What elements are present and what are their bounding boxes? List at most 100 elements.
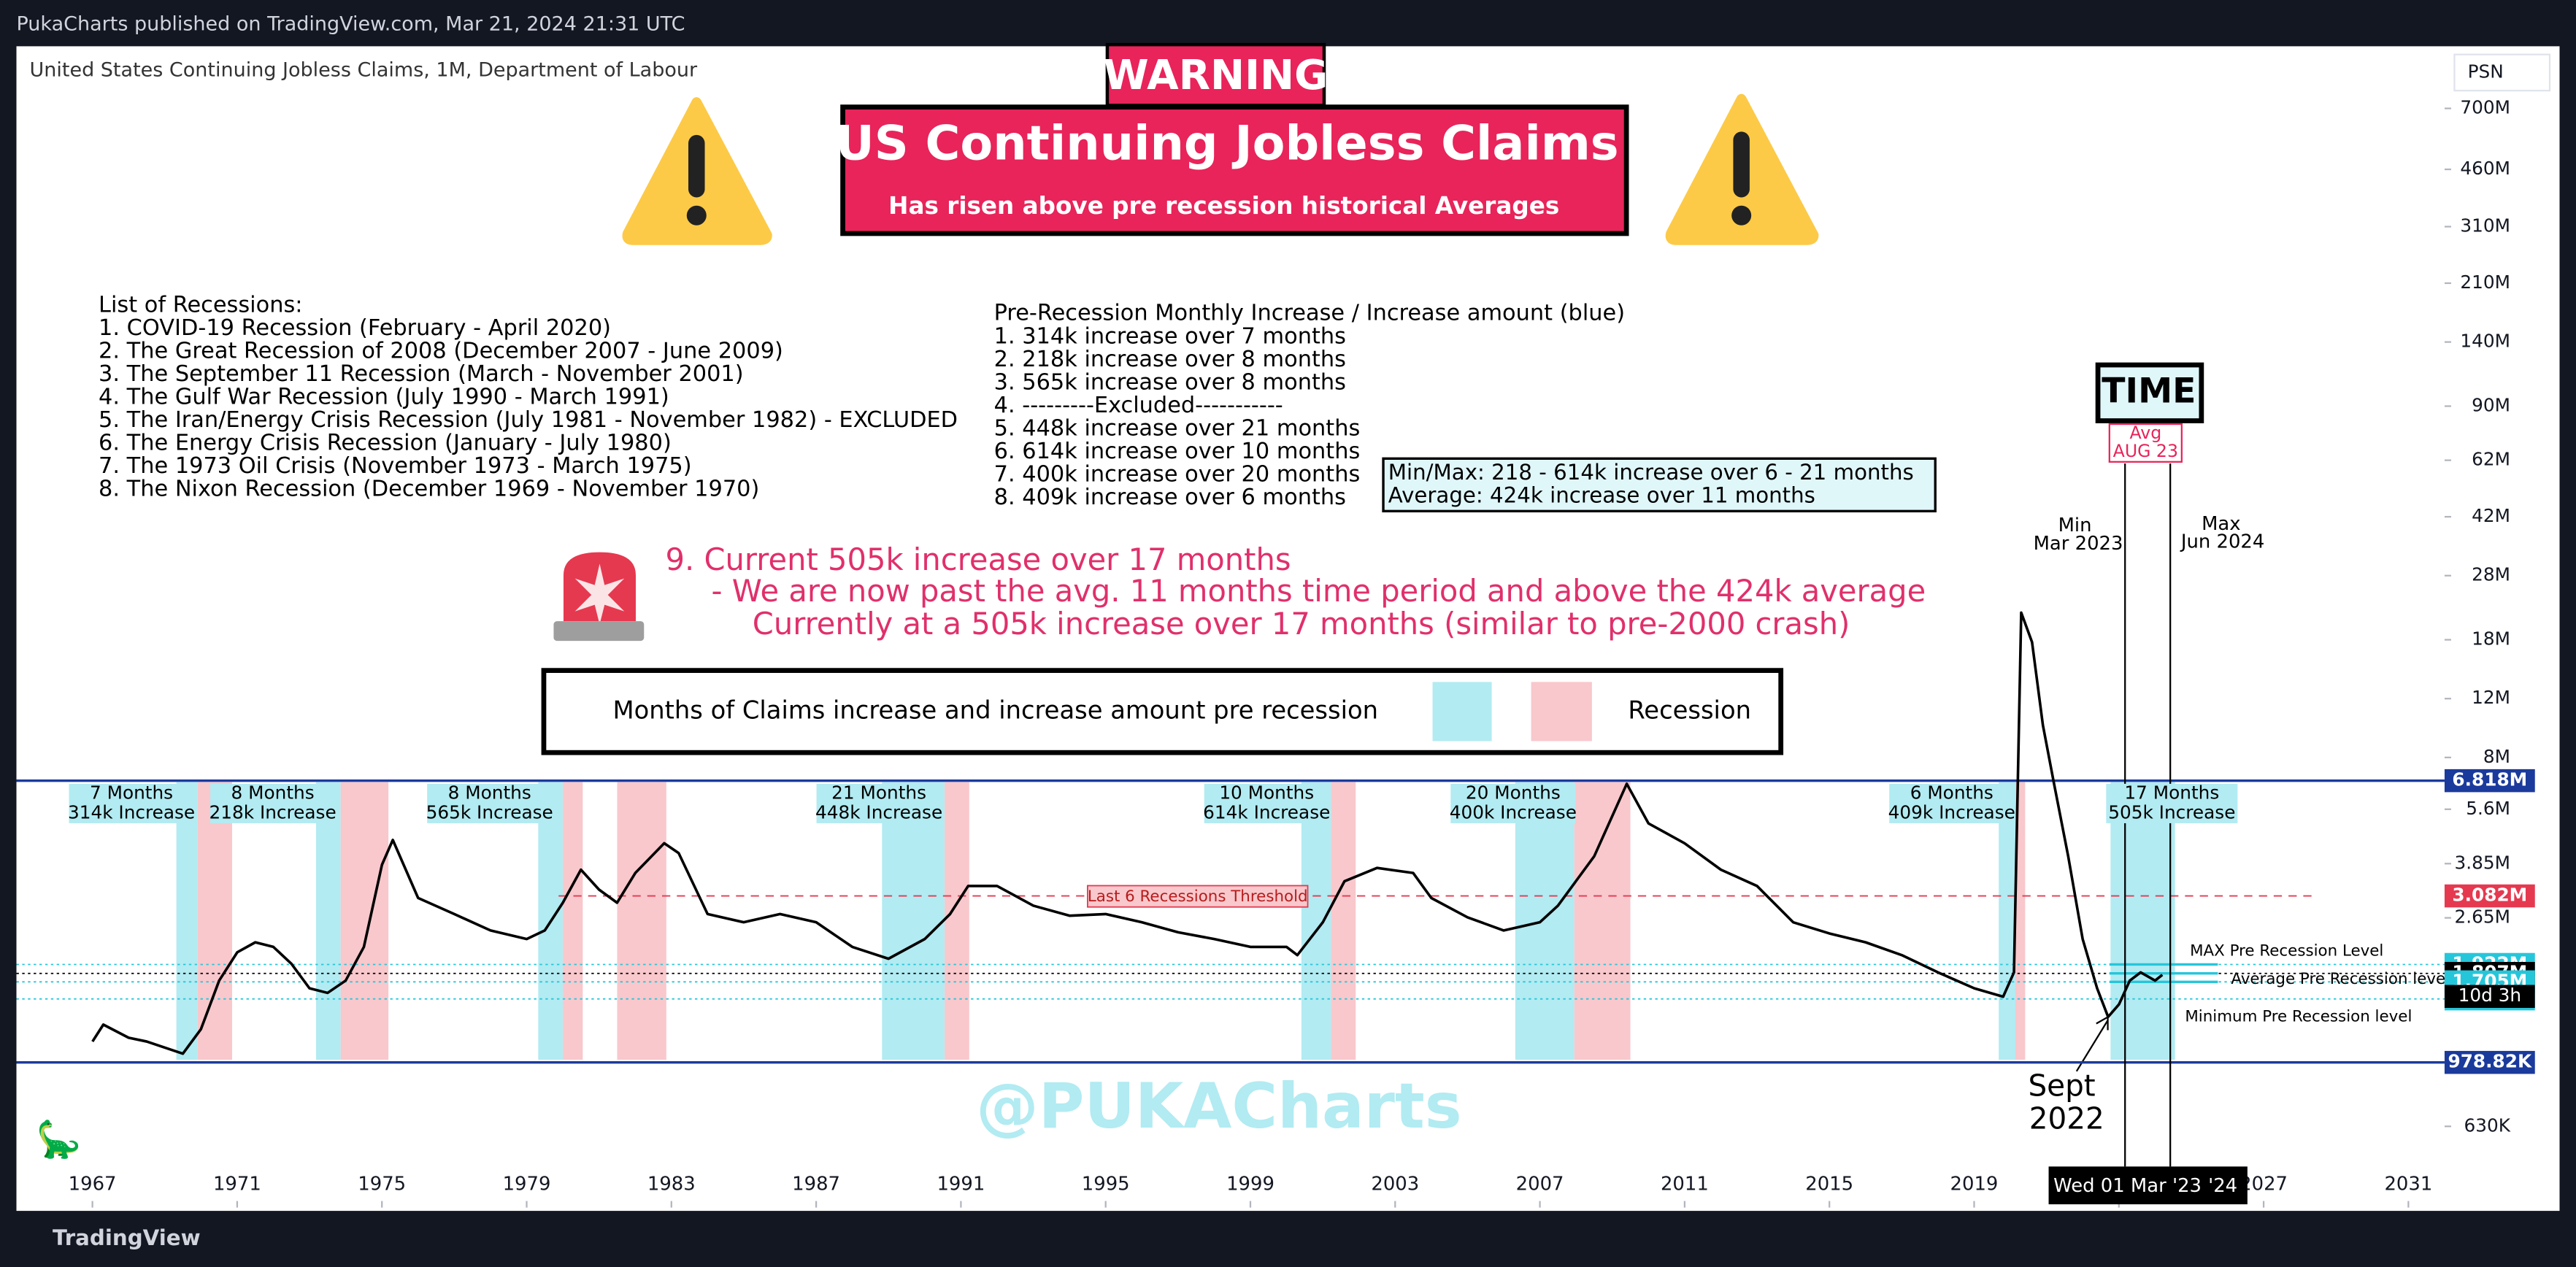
period-label: 21 Months <box>831 782 926 803</box>
warning-icon <box>1665 93 1819 245</box>
recession-band <box>340 782 389 1060</box>
x-tick-label: 1995 <box>1082 1174 1130 1195</box>
period-label: 505k Increase <box>2108 801 2235 823</box>
bands <box>176 782 2175 1060</box>
max-label: Max <box>2202 513 2241 535</box>
x-tick-label: 1967 <box>69 1174 117 1195</box>
period-label: 565k Increase <box>426 801 553 823</box>
legend-label: Recession <box>1628 696 1751 724</box>
period-label: 409k Increase <box>1888 801 2015 823</box>
crosshair-date: Wed 01 Mar '23 <box>2053 1175 2202 1197</box>
period-label: 7 Months <box>90 782 173 803</box>
x-tick-label: 1991 <box>937 1174 985 1195</box>
legend-label: Months of Claims increase and increase a… <box>612 696 1378 724</box>
increase-list-item: 3. 565k increase over 8 months <box>994 369 1346 395</box>
recession-list-item: 7. The 1973 Oil Crisis (November 1973 - … <box>99 453 692 479</box>
recession-band <box>1331 782 1356 1060</box>
y-tick-label: 210M <box>2460 272 2510 293</box>
max-label: Jun 2024 <box>2180 531 2265 553</box>
period-label: 10 Months <box>1219 782 1314 803</box>
period-label-box <box>816 783 942 823</box>
increase-band <box>882 782 945 1060</box>
min-label: Mar 2023 <box>2034 533 2123 555</box>
x-tick-label: 1999 <box>1226 1174 1274 1195</box>
recession-list-item: 2. The Great Recession of 2008 (December… <box>99 339 783 364</box>
x-tick-label: 1979 <box>503 1174 551 1195</box>
current-note: 9. Current 505k increase over 17 months <box>666 542 1291 577</box>
period-label: 400k Increase <box>1450 801 1577 823</box>
avg-label: AUG 23 <box>2113 441 2178 461</box>
header: PukaCharts published on TradingView.com,… <box>17 13 685 36</box>
scale-button-label[interactable]: PSN <box>2468 61 2504 82</box>
sept-label: Sept <box>2028 1068 2095 1103</box>
footer: TradingView <box>53 1225 201 1250</box>
period-label: 614k Increase <box>1203 801 1330 823</box>
siren-icon <box>553 552 645 642</box>
y-tick-label: 2.65M <box>2455 906 2510 928</box>
increase-list-item: 6. 614k increase over 10 months <box>994 439 1361 464</box>
x-tick-label: 2003 <box>1371 1174 1419 1195</box>
period-label: 6 Months <box>1910 782 1993 803</box>
period-label-box <box>210 783 336 823</box>
period-label-box <box>69 783 194 823</box>
level-note: Minimum Pre Recession level <box>2185 1008 2412 1026</box>
recession-band <box>197 782 232 1060</box>
y-tick-label: 28M <box>2472 564 2510 585</box>
increase-list-item: 1. 314k increase over 7 months <box>994 323 1346 349</box>
title: US Continuing Jobless Claims <box>836 116 1619 172</box>
warning: WARNING <box>1104 52 1329 99</box>
price-label: 3.082M <box>2452 885 2527 906</box>
y-tick-label: 42M <box>2472 505 2510 526</box>
threshold-box <box>1087 885 1309 908</box>
period-label: 8 Months <box>448 782 531 803</box>
sept-label: 2022 <box>2029 1101 2104 1136</box>
x-tick-label: 2007 <box>1516 1174 1564 1195</box>
increase-list-heading: Pre-Recession Monthly Increase / Increas… <box>994 301 1625 326</box>
y-tick-label: 12M <box>2472 687 2510 708</box>
y-tick-label: 310M <box>2460 215 2510 236</box>
period-label: 314k Increase <box>68 801 195 823</box>
symbol-title: United States Continuing Jobless Claims,… <box>30 59 698 82</box>
x-tick-label: 1983 <box>647 1174 696 1195</box>
increase-list-item: 5. 448k increase over 21 months <box>994 415 1361 441</box>
countdown-box <box>2444 985 2535 1009</box>
increase-band <box>1301 782 1331 1060</box>
increase-band <box>2110 782 2175 1060</box>
x-tick-label: 2031 <box>2384 1174 2432 1195</box>
scale-button[interactable] <box>2453 53 2551 92</box>
period-label: 448k Increase <box>815 801 942 823</box>
x-tick-label: 1975 <box>358 1174 406 1195</box>
time-label: TIME <box>2102 371 2196 411</box>
y-tick-label: 18M <box>2472 628 2510 650</box>
period-label: 8 Months <box>231 782 315 803</box>
y-tick-label: 700M <box>2460 97 2510 118</box>
price-label: 978.82K <box>2448 1051 2532 1072</box>
time-box <box>2095 362 2204 423</box>
countdown: 10d 3h <box>2458 985 2522 1006</box>
increase-band <box>315 782 341 1060</box>
minmax-text: Average: 424k increase over 11 months <box>1388 483 1815 508</box>
y-tick-label: 5.6M <box>2466 798 2510 819</box>
price-label-box <box>2444 884 2535 908</box>
avg-label: Avg <box>2129 423 2161 443</box>
increase-list-item: 8. 409k increase over 6 months <box>994 485 1346 510</box>
period-label: 17 Months <box>2124 782 2219 803</box>
increase-band <box>1999 782 2015 1060</box>
increase-list-item: 2. 218k increase over 8 months <box>994 347 1346 372</box>
current-note: Currently at a 505k increase over 17 mon… <box>753 606 1850 642</box>
recession-band <box>945 782 969 1060</box>
current-note: - We are now past the avg. 11 months tim… <box>712 573 1926 609</box>
recession-list-item: 5. The Iran/Energy Crisis Recession (Jul… <box>99 407 958 433</box>
x-tick-label: 1971 <box>213 1174 261 1195</box>
y-tick-label: 460M <box>2460 158 2510 179</box>
warning-box <box>1105 42 1326 107</box>
period-label: 20 Months <box>1466 782 1561 803</box>
increase-band <box>1515 782 1575 1060</box>
title-box <box>840 104 1629 236</box>
recession-list-item: 4. The Gulf War Recession (July 1990 - M… <box>99 385 669 410</box>
threshold-label: Last 6 Recessions Threshold <box>1088 887 1308 906</box>
minmax-text: Min/Max: 218 - 614k increase over 6 - 21… <box>1388 460 1914 485</box>
period-label-box <box>1204 783 1329 823</box>
